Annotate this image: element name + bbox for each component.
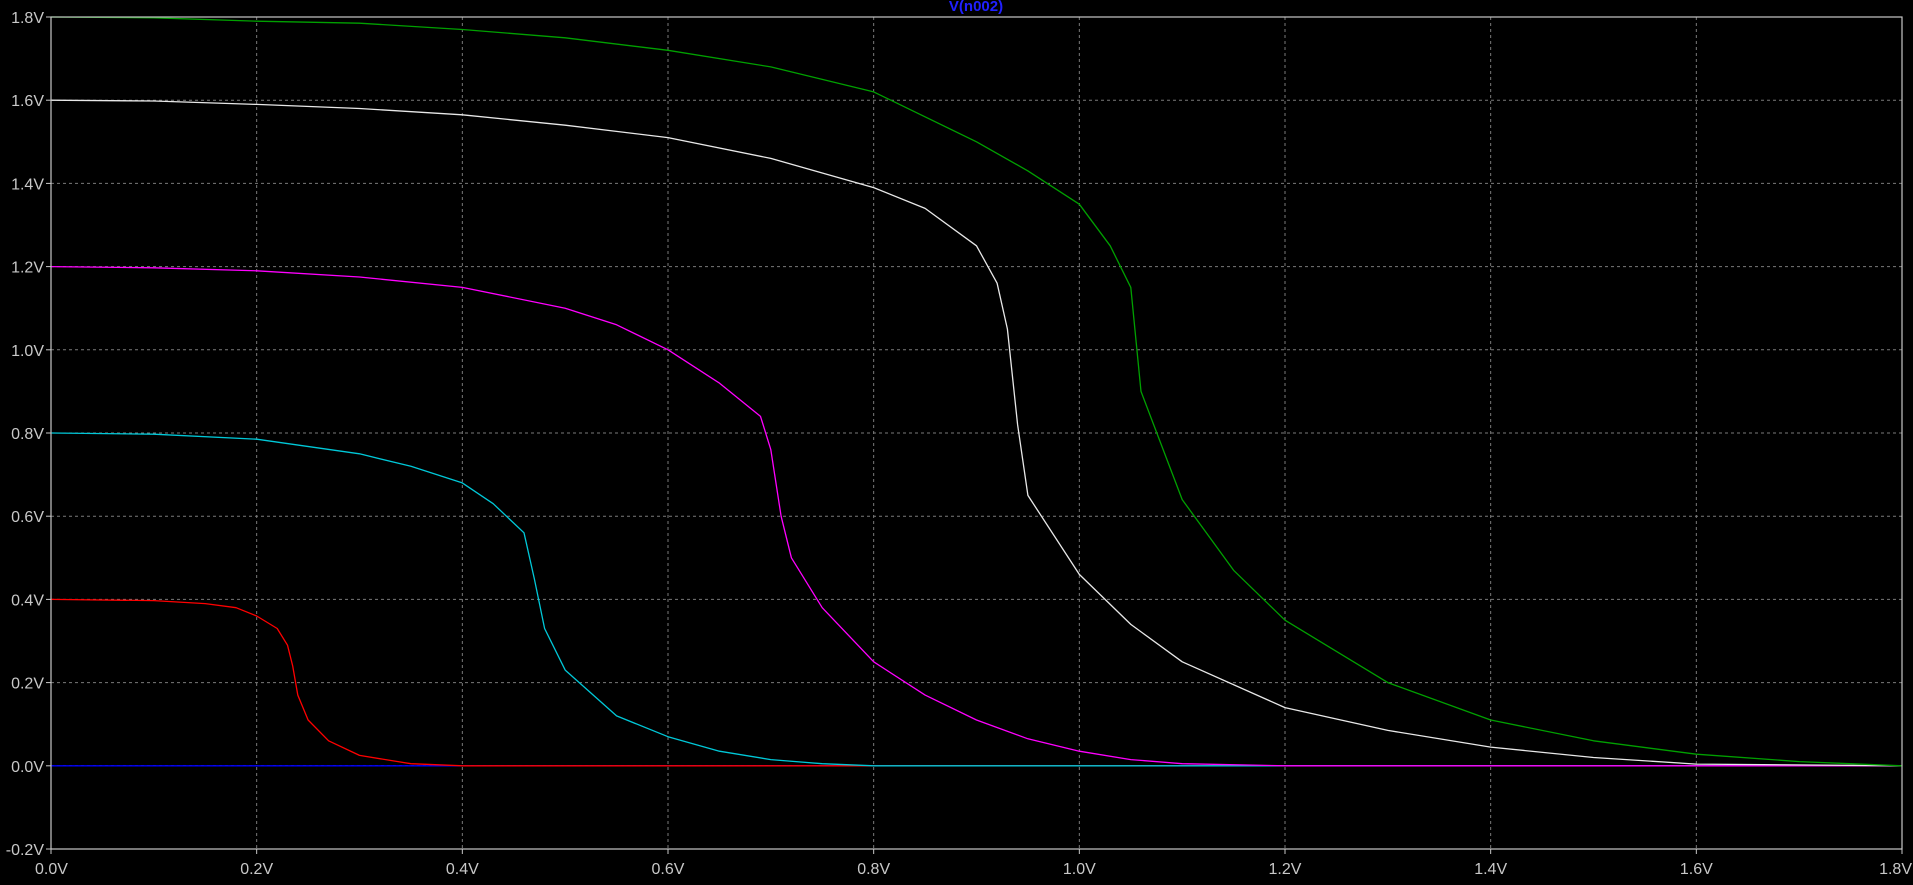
x-tick-label: 0.0V <box>35 861 68 878</box>
y-tick-label: -0.2V <box>6 842 45 859</box>
y-tick-label: 0.6V <box>11 509 44 526</box>
x-tick-label: 1.2V <box>1269 861 1302 878</box>
y-tick-label: 1.6V <box>11 93 44 110</box>
x-tick-label: 1.4V <box>1474 861 1507 878</box>
trace-layer <box>50 16 1903 767</box>
x-tick-label: 0.8V <box>857 861 890 878</box>
trace-line-6[interactable] <box>50 16 1903 767</box>
y-tick-label: 1.2V <box>11 260 44 277</box>
x-tick-label: 1.0V <box>1063 861 1096 878</box>
trace-line-4[interactable] <box>50 265 1902 767</box>
y-tick-label: 1.4V <box>11 176 44 193</box>
trace-line-3[interactable] <box>50 432 1902 767</box>
x-tick-label: 0.2V <box>240 861 273 878</box>
label-layer: 0.0V 0.2V 0.4V 0.6V 0.8V 1.0V 1.2V 1.4V 1.6V 1.8V… <box>6 10 1913 878</box>
x-tick-label: 1.6V <box>1680 861 1713 878</box>
trace-line-5[interactable] <box>50 99 1903 767</box>
y-tick-label: 0.8V <box>11 426 44 443</box>
tick-layer <box>46 16 1903 854</box>
y-tick-label: 1.0V <box>11 343 44 360</box>
x-tick-label: 1.8V <box>1879 861 1912 878</box>
y-tick-label: 0.0V <box>11 759 44 776</box>
y-tick-label: 1.8V <box>11 10 44 27</box>
x-tick-label: 0.4V <box>446 861 479 878</box>
trace-name-label[interactable]: V(n002) <box>949 0 1003 15</box>
x-tick-label: 0.6V <box>652 861 685 878</box>
y-tick-label: 0.2V <box>11 676 44 693</box>
trace-line-2[interactable] <box>50 598 1902 767</box>
y-tick-label: 0.4V <box>11 592 44 609</box>
